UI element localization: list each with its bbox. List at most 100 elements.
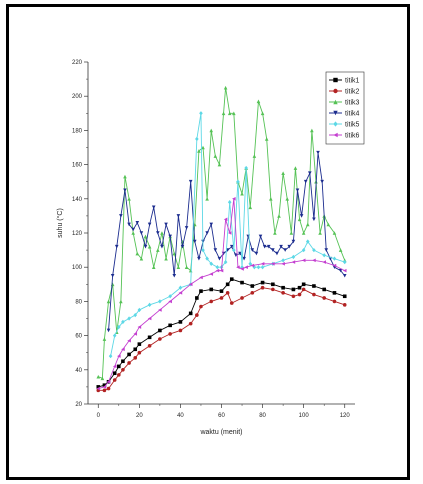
data-point bbox=[236, 265, 240, 269]
data-point bbox=[168, 299, 172, 304]
data-point bbox=[250, 291, 255, 295]
legend-box bbox=[325, 71, 365, 145]
data-point bbox=[117, 324, 121, 330]
data-point bbox=[199, 289, 203, 293]
data-point bbox=[110, 273, 115, 278]
data-point bbox=[312, 292, 316, 297]
data-point bbox=[332, 299, 337, 304]
data-point bbox=[238, 251, 242, 256]
data-point bbox=[342, 259, 347, 265]
x-tick-label: 40 bbox=[177, 413, 184, 419]
data-point bbox=[301, 231, 306, 235]
series-line bbox=[108, 152, 346, 331]
data-point bbox=[135, 220, 140, 225]
data-point bbox=[281, 171, 285, 175]
y-tick-label: 200 bbox=[72, 94, 83, 100]
data-point bbox=[223, 217, 228, 222]
data-point bbox=[291, 287, 296, 292]
data-point bbox=[316, 150, 320, 155]
data-point bbox=[322, 260, 326, 264]
series-line bbox=[110, 112, 345, 357]
legend-marker bbox=[333, 88, 338, 94]
data-point bbox=[147, 302, 152, 307]
data-point bbox=[143, 234, 148, 239]
data-point bbox=[305, 222, 310, 227]
data-point bbox=[121, 347, 125, 352]
data-point bbox=[244, 165, 248, 171]
data-point bbox=[219, 289, 224, 293]
data-point bbox=[275, 251, 279, 256]
data-point bbox=[285, 197, 290, 201]
data-point bbox=[232, 111, 236, 116]
legend-marker bbox=[333, 77, 338, 83]
data-point bbox=[201, 145, 205, 150]
data-point bbox=[158, 299, 162, 304]
data-point bbox=[299, 214, 304, 218]
data-point bbox=[312, 247, 316, 253]
data-point bbox=[240, 280, 244, 285]
data-point bbox=[127, 352, 131, 357]
data-point bbox=[137, 342, 142, 346]
data-point bbox=[318, 231, 322, 235]
legend-marker bbox=[333, 132, 338, 138]
data-point bbox=[193, 239, 197, 244]
data-point bbox=[256, 99, 261, 104]
data-point bbox=[252, 154, 257, 158]
data-point bbox=[188, 311, 193, 316]
data-point bbox=[215, 268, 220, 273]
data-point bbox=[102, 383, 107, 387]
data-point bbox=[131, 227, 135, 232]
y-tick-label: 100 bbox=[72, 265, 83, 271]
data-point bbox=[197, 149, 201, 153]
data-point bbox=[225, 282, 230, 287]
data-point bbox=[227, 200, 232, 205]
data-point bbox=[260, 285, 265, 290]
data-point bbox=[312, 284, 316, 288]
data-point bbox=[121, 368, 125, 372]
y-tick-label: 20 bbox=[75, 402, 82, 408]
data-point bbox=[106, 379, 111, 384]
data-point bbox=[229, 277, 234, 281]
data-point bbox=[121, 359, 125, 364]
data-point bbox=[119, 299, 123, 304]
data-point bbox=[156, 231, 160, 235]
data-point bbox=[338, 268, 343, 273]
data-point bbox=[172, 251, 177, 256]
data-point bbox=[151, 265, 156, 269]
series-titik3 bbox=[96, 85, 347, 381]
data-point bbox=[301, 247, 306, 253]
data-point bbox=[227, 231, 232, 235]
data-point bbox=[127, 316, 131, 321]
data-point bbox=[147, 316, 152, 321]
legend-label: titik2 bbox=[345, 89, 360, 96]
data-point bbox=[229, 244, 234, 249]
data-point bbox=[244, 265, 248, 269]
data-point bbox=[133, 347, 138, 352]
data-point bbox=[106, 299, 111, 304]
data-point bbox=[297, 292, 302, 297]
data-point bbox=[215, 265, 220, 270]
data-point bbox=[236, 179, 240, 184]
data-point bbox=[273, 231, 277, 235]
data-point bbox=[156, 248, 160, 252]
data-point bbox=[217, 162, 222, 167]
data-point bbox=[271, 248, 275, 252]
data-point bbox=[112, 333, 117, 338]
x-tick-label: 0 bbox=[97, 413, 101, 419]
data-point bbox=[133, 332, 138, 336]
data-point bbox=[271, 287, 275, 292]
data-point bbox=[158, 328, 162, 333]
data-point bbox=[268, 197, 273, 201]
data-point bbox=[295, 188, 300, 193]
data-point bbox=[283, 248, 287, 252]
data-point bbox=[176, 265, 181, 269]
data-point bbox=[242, 256, 246, 261]
data-point bbox=[117, 364, 121, 369]
data-point bbox=[338, 248, 343, 252]
data-point bbox=[164, 222, 168, 227]
legend-label: titik1 bbox=[345, 78, 360, 85]
data-point bbox=[326, 222, 331, 227]
data-point bbox=[262, 244, 267, 249]
data-point bbox=[137, 350, 142, 355]
data-point bbox=[133, 312, 138, 318]
